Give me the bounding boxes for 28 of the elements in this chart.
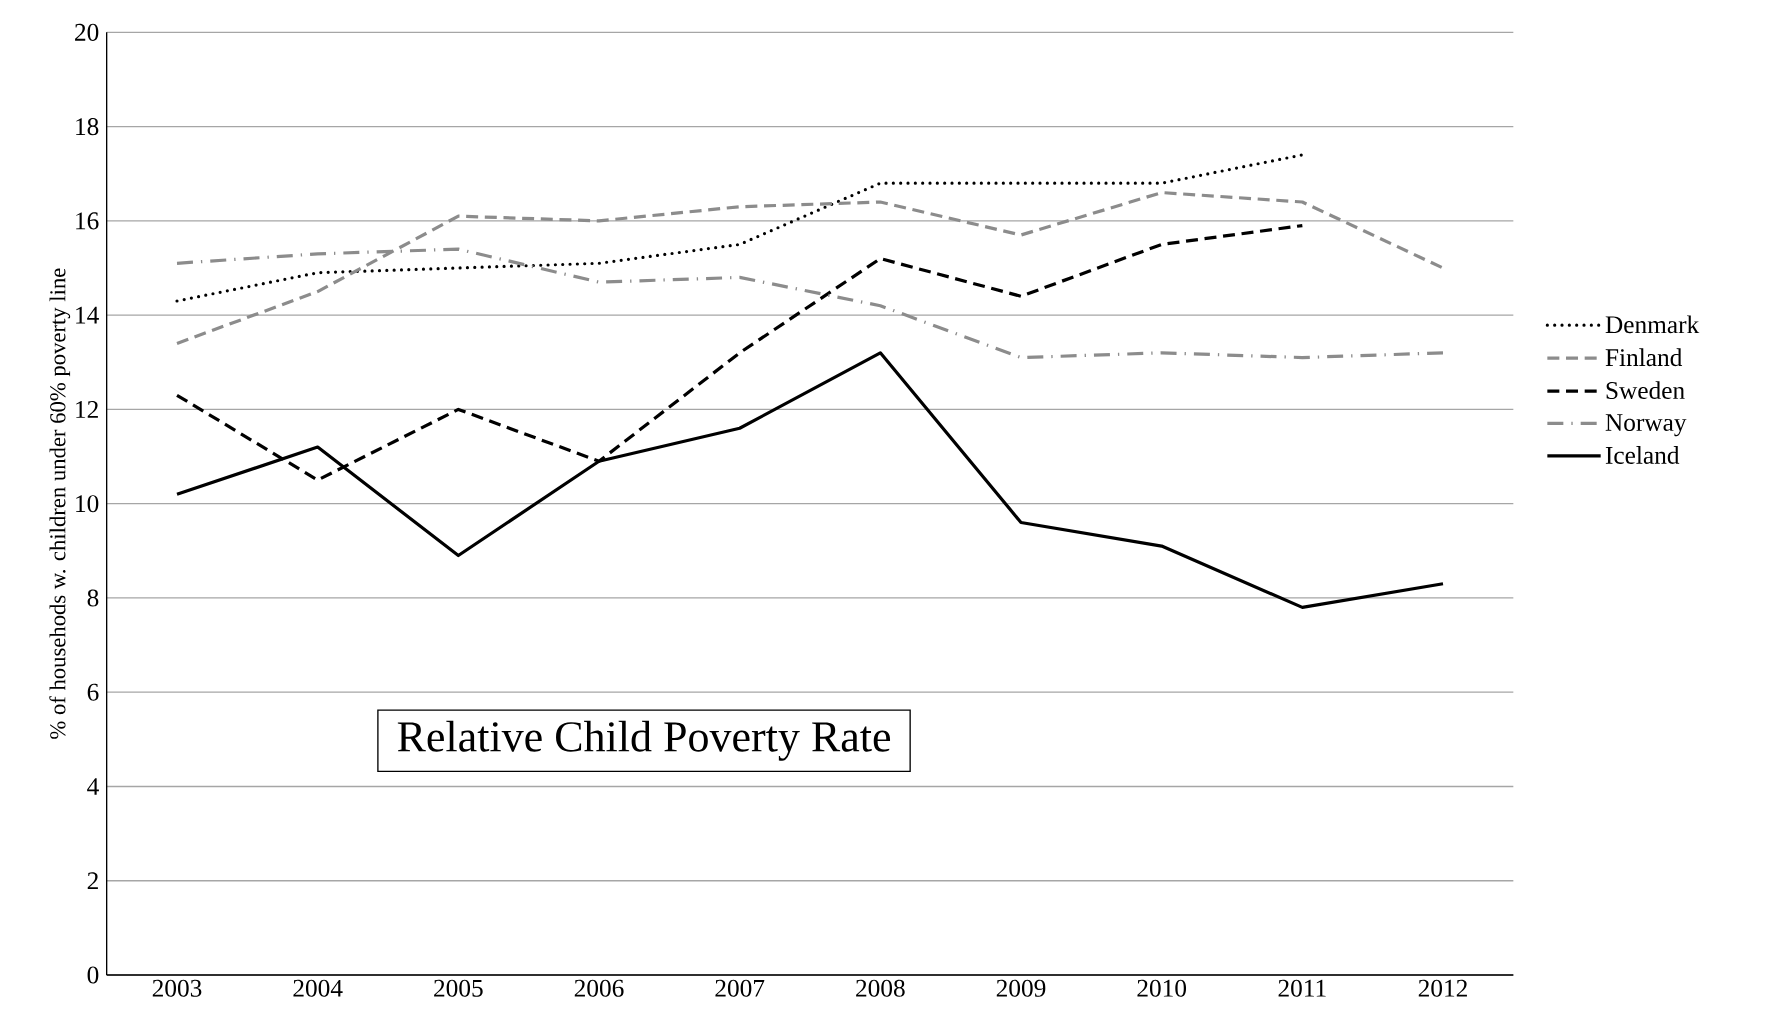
y-tick-label: 2 xyxy=(87,872,98,890)
y-tick-label: 10 xyxy=(76,495,99,513)
x-tick-label: 2012 xyxy=(1418,979,1467,997)
y-tick-label: 8 xyxy=(87,589,99,607)
y-tick-label: 20 xyxy=(75,23,99,41)
legend-label: Iceland xyxy=(1605,446,1680,464)
legend-label: Denmark xyxy=(1605,315,1700,334)
x-tick-label: 2011 xyxy=(1278,979,1326,997)
y-tick-label: 16 xyxy=(76,212,99,230)
y-tick-label: 12 xyxy=(76,401,98,418)
y-tick-label: 6 xyxy=(87,683,99,701)
x-tick-label: 2007 xyxy=(715,979,765,997)
legend-label: Finland xyxy=(1605,348,1683,367)
x-tick-label: 2006 xyxy=(574,979,624,997)
legend-label: Norway xyxy=(1605,414,1687,437)
x-tick-label: 2008 xyxy=(856,979,905,997)
x-tick-label: 2005 xyxy=(434,979,483,997)
x-tick-label: 2009 xyxy=(996,979,1046,997)
y-tick-label: 14 xyxy=(76,306,99,324)
text: Relative Child Poverty Rate xyxy=(397,720,891,761)
x-tick-label: 2010 xyxy=(1137,979,1187,997)
y-tick-label: 18 xyxy=(76,118,99,136)
x-tick-label: 2003 xyxy=(152,979,202,997)
y-axis-title: % of househods w. children under 60% poverty line xyxy=(49,268,71,739)
y-tick-label: 4 xyxy=(87,778,99,795)
y-tick-label: 0 xyxy=(87,966,99,984)
x-tick-label: 2004 xyxy=(293,979,343,997)
legend-label: Sweden xyxy=(1606,381,1685,400)
